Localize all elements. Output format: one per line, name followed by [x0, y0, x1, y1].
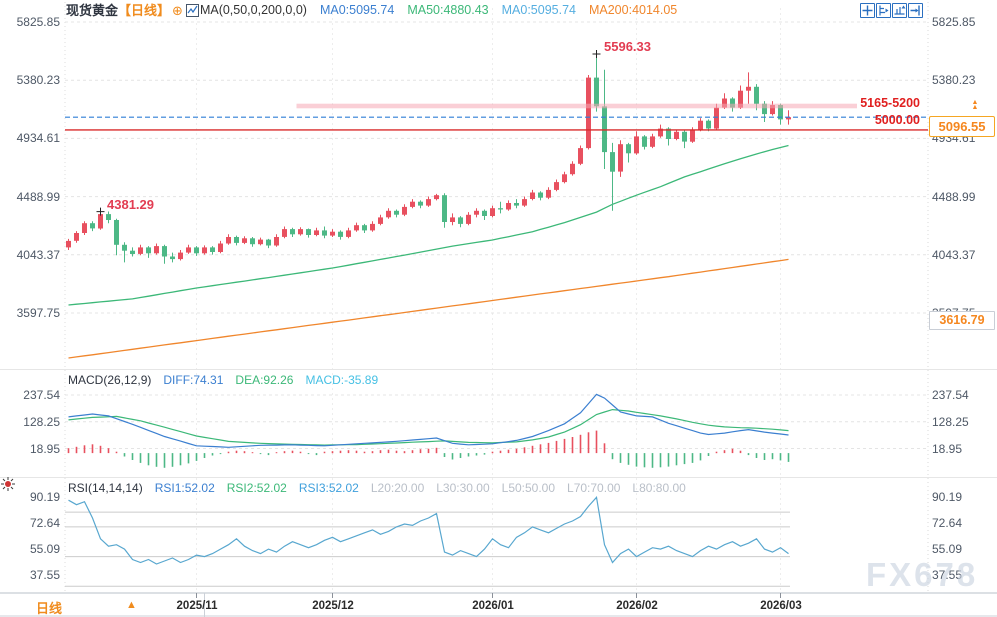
price-up-arrows-icon: ▲ ▲	[971, 99, 979, 111]
ma200-line	[68, 258, 789, 359]
price-tick-label: 5825.85	[16, 15, 60, 29]
macd-diff-line	[68, 393, 789, 448]
resistance-zone	[296, 103, 857, 109]
macd-histogram	[67, 430, 790, 468]
bottom-period-label[interactable]: 日线	[36, 601, 63, 616]
macd-tick-label: 128.25	[23, 415, 60, 429]
macd-value: MACD:-35.89	[305, 373, 379, 387]
rsi-tick-label: 37.55	[29, 568, 60, 582]
rsi-tick-label: 72.64	[932, 516, 963, 530]
price-tick-label: 4488.99	[932, 190, 976, 204]
macd-tick-label: 18.95	[932, 442, 963, 456]
price-tick-label: 5380.23	[16, 73, 60, 87]
ma-values: MA0:5095.74 MA50:4880.43 MA0:5095.74 MA200:…	[307, 3, 677, 17]
rsi-value: L80:80.00	[632, 481, 686, 495]
date-tick-label: 2026/03	[760, 600, 802, 612]
price-tick-label: 4488.99	[16, 190, 60, 204]
period-up-arrow-icon[interactable]: ▲	[126, 599, 137, 611]
expand-icon[interactable]: ⊕	[172, 3, 183, 19]
chart-header: 现货黄金【日线】 ⊕ MA(0,50,0,200,0,0) MA0:5095.74 MA…	[66, 2, 677, 19]
jump-latest-icon[interactable]	[908, 3, 923, 18]
symbol-name[interactable]: 现货黄金	[66, 3, 119, 19]
live-indicator-icon[interactable]	[1, 477, 15, 491]
ma-value: MA0:5095.74	[319, 3, 395, 18]
price-tick-label: 4043.37	[932, 248, 976, 262]
last-price-box: 5096.55	[929, 116, 995, 137]
rsi-tick-label: 55.09	[29, 542, 60, 556]
rsi-value: L70:70.00	[567, 481, 621, 495]
period-tag[interactable]: 【日线】	[118, 3, 171, 19]
rsi-value: RSI1:52.02	[154, 481, 215, 495]
price-tick-label: 4934.61	[16, 131, 60, 145]
vertical-gridlines	[64, 2, 929, 592]
rsi-tick-label: 72.64	[29, 516, 60, 530]
macd-tick-label: 128.25	[932, 415, 969, 429]
toolbar	[859, 3, 923, 21]
rsi-tick-label: 90.19	[29, 490, 60, 504]
rsi-value: L20:20.00	[370, 481, 425, 495]
macd-values: DIFF:74.31 DEA:92.26 MACD:-35.89	[151, 373, 378, 387]
macd-header: MACD(26,12,9) DIFF:74.31 DEA:92.26 MACD:-35…	[68, 372, 378, 388]
macd-value: DEA:92.26	[235, 373, 294, 387]
ma50-line	[68, 144, 789, 306]
macd-tick-label: 18.95	[29, 442, 60, 456]
date-tick-label: 2026/01	[472, 600, 514, 612]
price-tick-label: 4043.37	[16, 248, 60, 262]
ma-value-tag: 3616.79	[929, 311, 995, 330]
ma-value: MA0:5095.74	[501, 3, 576, 18]
x-axis-zoom-icon[interactable]	[892, 3, 907, 18]
rsi-tick-label: 55.09	[932, 542, 963, 556]
macd-dea-line	[68, 408, 789, 446]
high-annotation: 5596.33	[604, 39, 651, 54]
watermark: FX678	[866, 556, 979, 593]
macd-value: DIFF:74.31	[163, 373, 224, 387]
panel-separators	[0, 369, 997, 617]
y-axis-zoom-icon[interactable]	[876, 3, 891, 18]
rsi-values: RSI1:52.02 RSI2:52.02 RSI3:52.02 L20:20.00 L…	[143, 481, 686, 495]
price-tick-label: 5825.85	[932, 15, 976, 29]
mini-chart-icon[interactable]	[185, 4, 199, 18]
rsi-title[interactable]: RSI(14,14,14)	[68, 481, 143, 495]
price-tick-label: 5380.23	[932, 73, 976, 87]
date-tick-label: 2025/11	[176, 600, 218, 612]
macd-tick-label: 237.54	[23, 388, 60, 402]
low-marker	[96, 207, 105, 216]
macd-title[interactable]: MACD(26,12,9)	[68, 373, 152, 387]
rsi-line	[68, 495, 789, 565]
ma-value: MA50:4880.43	[407, 3, 489, 18]
rsi-value: RSI3:52.02	[298, 481, 359, 495]
high-marker	[592, 49, 601, 58]
rsi-tick-label: 90.19	[932, 490, 963, 504]
support-line-label: 5000.00	[874, 113, 920, 127]
macd-tick-label: 237.54	[932, 388, 969, 402]
ma-value: MA200:4014.05	[588, 3, 678, 18]
rsi-value: L30:30.00	[436, 481, 490, 495]
horizontal-gridlines	[65, 21, 928, 587]
resistance-zone-label: 5165-5200	[860, 96, 920, 110]
rsi-header: RSI(14,14,14) RSI1:52.02 RSI2:52.02 RSI3:52…	[68, 480, 686, 496]
rsi-value: L50:50.00	[501, 481, 556, 495]
ma-settings-label[interactable]: MA(0,50,0,200,0,0)	[199, 3, 307, 18]
crosshair-icon[interactable]	[860, 3, 875, 18]
rsi-value: RSI2:52.02	[226, 481, 287, 495]
date-tick-label: 2025/12	[312, 600, 354, 612]
low-annotation: 4381.29	[107, 197, 154, 212]
price-tick-label: 3597.75	[16, 306, 60, 320]
rsi-tick-label: 37.55	[932, 568, 963, 582]
candles	[66, 52, 791, 264]
date-tick-label: 2026/02	[616, 600, 658, 612]
